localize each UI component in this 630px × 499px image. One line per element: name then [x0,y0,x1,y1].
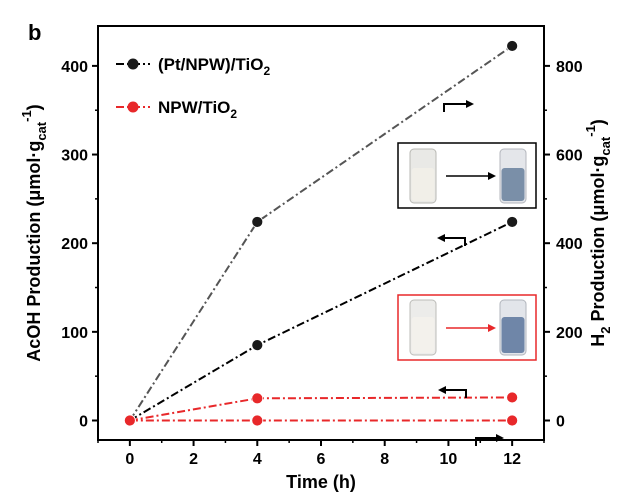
transfer-arrow [446,324,496,332]
series-3-point [123,414,136,427]
arrow-left-axis-red [438,386,467,398]
x-tick-label: 4 [253,451,262,468]
legend-entry-pt-npw: (Pt/NPW)/TiO2 [116,55,270,78]
arrow-left-axis-black [437,234,466,246]
vial-after [499,299,527,356]
x-tick-label: 12 [503,451,521,468]
right-y-tick-label: 400 [556,236,583,253]
x-tick-label: 10 [440,451,458,468]
x-axis-ticks: 0 2 4 6 8 10 12 [97,440,545,468]
series-3-point [506,414,519,427]
right-y-axis-title: H2 Production (μmol·gcat-1) [583,119,613,347]
left-y-axis-title: AcOH Production (μmol·gcat-1) [19,104,49,361]
series-2-point [506,391,519,404]
left-y-tick-label: 100 [61,325,88,342]
right-y-tick-label: 600 [556,148,583,165]
x-tick-label: 6 [317,451,326,468]
left-y-tick-label: 0 [79,413,88,430]
plot-frame [97,25,545,441]
series-2-point [251,392,264,405]
x-tick-label: 8 [380,451,389,468]
series-1-point [251,216,264,228]
series-0-point [506,216,519,228]
black-inset-photo [397,142,537,209]
right-y-axis-ticks: 0 200 400 600 800 [544,59,583,430]
right-y-tick-label: 800 [556,59,583,76]
arrow-right-axis-upper [443,100,474,112]
left-y-tick-label: 300 [61,148,88,165]
left-y-tick-label: 200 [61,236,88,253]
left-y-axis-ticks: 0 100 200 300 400 [61,59,98,430]
vial-before [409,148,437,204]
arrow-right-axis-lower [475,434,504,446]
axis-pointer-arrows [437,100,504,446]
right-y-tick-label: 200 [556,325,583,342]
series-1-point [506,40,519,52]
legend-entry-npw: NPW/TiO2 [116,98,237,121]
x-tick-label: 2 [189,451,198,468]
legend-marker-npw [127,101,139,113]
series-3-point [251,414,264,427]
legend-marker-pt-npw [127,58,139,70]
legend-label-npw: NPW/TiO2 [158,98,237,121]
series-0-point [251,339,264,352]
vial-before [409,299,437,356]
right-y-tick-label: 0 [556,413,565,430]
x-tick-label: 0 [125,451,134,468]
x-axis-title: Time (h) [286,472,356,492]
legend: (Pt/NPW)/TiO2 NPW/TiO2 [116,55,270,121]
left-y-tick-label: 400 [61,59,88,76]
series-layer [123,40,519,427]
series-line-2 [129,396,513,422]
legend-label-pt-npw: (Pt/NPW)/TiO2 [158,55,270,78]
red-inset-photo [397,294,537,361]
transfer-arrow [446,172,496,180]
panel-label: b [28,20,41,45]
vial-after [499,148,527,204]
